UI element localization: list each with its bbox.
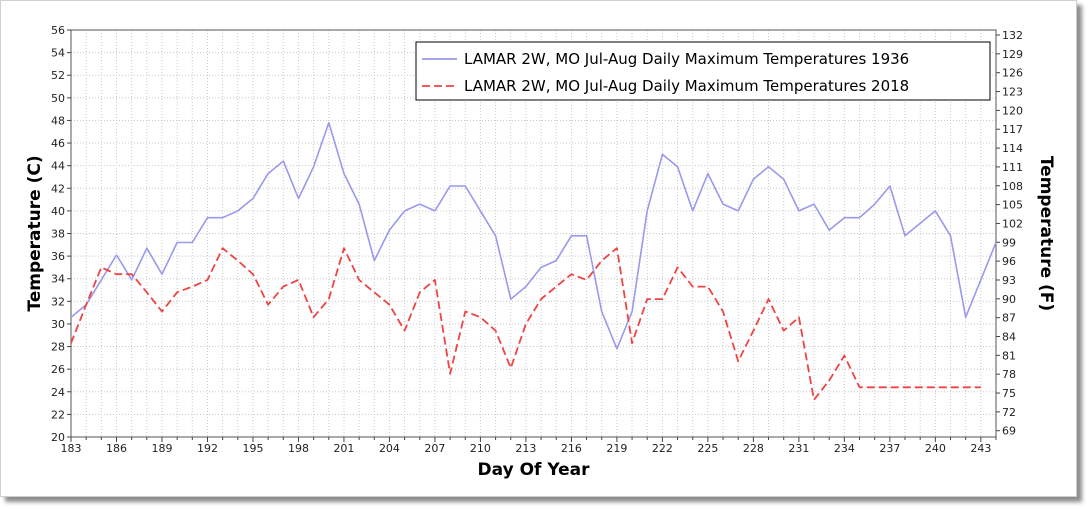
y-left-tick-label: 38 [51,228,65,241]
y-left-tick-label: 28 [51,341,65,354]
y-left-tick-label: 32 [51,295,65,308]
y-right-tick-label: 90 [1002,293,1016,306]
x-tick-label: 240 [925,442,946,455]
y-axis-left-title: Temperature (C) [25,155,45,311]
y-left-tick-label: 34 [51,273,65,286]
y-right-tick-label: 72 [1002,406,1016,419]
y-left-tick-label: 20 [51,431,65,444]
y-right-tick-label: 75 [1002,387,1016,400]
x-tick-label: 219 [606,442,627,455]
y-left-tick-label: 56 [51,24,65,37]
y-right-tick-label: 81 [1002,349,1016,362]
chart-frame: 183 186 189 192 195 198 201 204 207 210 213 216 219 2… [0,0,1077,497]
x-tick-label: 243 [970,442,991,455]
x-tick-label: 201 [333,442,354,455]
series-line-2018 [70,247,981,401]
series-lines [70,121,997,401]
y-left-tick-label: 26 [51,363,65,376]
y-right-tick-label: 105 [1002,199,1023,212]
y-right-tick-label: 99 [1002,236,1016,249]
x-tick-label: 195 [242,442,263,455]
line-chart: 183 186 189 192 195 198 201 204 207 210 213 216 219 2… [25,24,1056,480]
y-left-tick-label: 36 [51,250,65,263]
y-axis-right-title: Temperature (F) [1036,156,1056,311]
legend-label-2018: LAMAR 2W, MO Jul-Aug Daily Maximum Tempe… [464,77,909,95]
legend: LAMAR 2W, MO Jul-Aug Daily Maximum Tempe… [415,41,991,101]
legend-label-1936: LAMAR 2W, MO Jul-Aug Daily Maximum Tempe… [464,50,909,68]
y-right-tick-label: 111 [1002,161,1023,174]
x-tick-label: 216 [561,442,582,455]
y-right-tick-label: 123 [1002,86,1023,99]
y-left-tick-label: 40 [51,205,65,218]
x-axis-title: Day Of Year [478,460,591,480]
x-tick-label: 189 [151,442,172,455]
legend-box [415,41,991,101]
y-right-tick-label: 132 [1002,29,1023,42]
y-left-tick-label: 24 [51,386,65,399]
y-left-tick-label: 50 [51,92,65,105]
x-tick-label: 207 [424,442,445,455]
y-right-tick-label: 129 [1002,48,1023,61]
y-right-tick-label: 120 [1002,104,1023,117]
x-tick-label: 237 [879,442,900,455]
x-tick-label: 204 [379,442,400,455]
x-tick-label: 225 [697,442,718,455]
y-right-tick-label: 78 [1002,368,1016,381]
x-tick-label: 198 [288,442,309,455]
y-right-tick-label: 96 [1002,255,1016,268]
y-right-tick-label: 108 [1002,180,1023,193]
x-tick-label: 228 [743,442,764,455]
y-left-tick-label: 42 [51,182,65,195]
x-tick-label: 234 [834,442,855,455]
y-left-tick-label: 54 [51,47,65,60]
y-right-tick-label: 114 [1002,142,1023,155]
y-axis-right: 69 72 75 78 81 84 87 90 93 96 99 102 105 108 111 114 117… [996,29,1023,438]
y-left-tick-label: 44 [51,160,65,173]
x-tick-label: 222 [652,442,673,455]
x-tick-label: 183 [61,442,82,455]
x-tick-label: 192 [197,442,218,455]
y-right-tick-label: 126 [1002,67,1023,80]
series-line-1936 [70,121,997,350]
x-tick-label: 210 [470,442,491,455]
y-right-tick-label: 93 [1002,274,1016,287]
y-right-tick-label: 84 [1002,331,1016,344]
x-tick-label: 213 [515,442,536,455]
y-left-tick-label: 46 [51,137,65,150]
y-left-tick-label: 52 [51,69,65,82]
x-tick-label: 186 [106,442,127,455]
y-axis-left: 20 22 24 26 28 30 32 34 36 38 40 42 44 46 48 50 52 54 56 [51,24,71,444]
y-right-tick-label: 87 [1002,312,1016,325]
y-left-tick-label: 22 [51,408,65,421]
y-left-tick-label: 30 [51,318,65,331]
y-left-tick-label: 48 [51,114,65,127]
y-right-tick-label: 117 [1002,123,1023,136]
x-tick-label: 231 [788,442,809,455]
y-right-tick-label: 69 [1002,425,1016,438]
x-axis: 183 186 189 192 195 198 201 204 207 210 213 216 219 2… [61,437,997,455]
y-right-tick-label: 102 [1002,217,1023,230]
